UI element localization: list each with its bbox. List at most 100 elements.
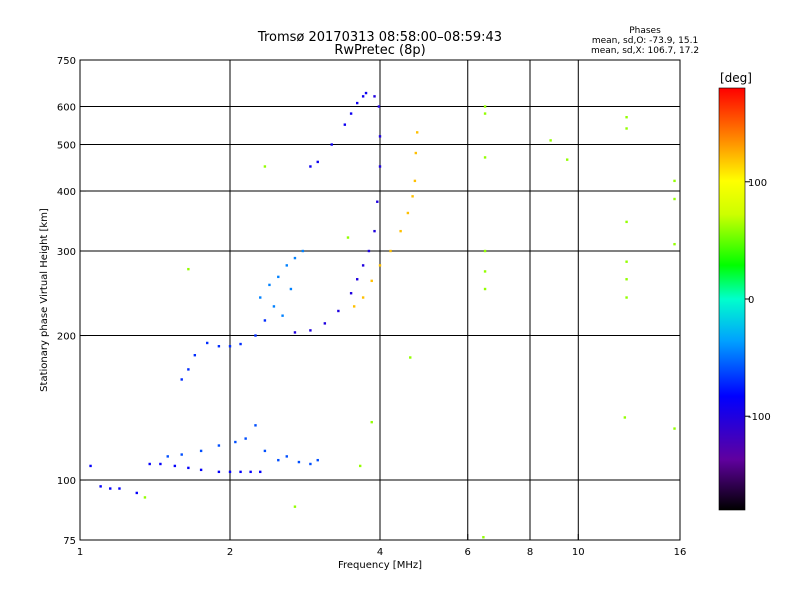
data-point (309, 329, 312, 332)
data-point (277, 458, 280, 462)
data-point (349, 112, 353, 115)
data-point (406, 211, 410, 215)
data-point (323, 322, 327, 325)
data-point (373, 229, 376, 233)
y-tick-label: 200 (57, 332, 76, 343)
data-point (411, 195, 414, 198)
data-point (205, 341, 209, 345)
data-point (625, 260, 628, 263)
data-point (173, 464, 177, 468)
data-point (399, 229, 402, 233)
data-point (483, 287, 487, 291)
data-point (180, 453, 183, 456)
x-tick-label: 4 (377, 547, 383, 558)
data-point (135, 491, 138, 495)
grid-lines (80, 60, 680, 540)
data-point (293, 256, 297, 260)
data-point (377, 105, 381, 108)
data-point (239, 342, 242, 346)
data-point (268, 283, 271, 287)
data-point (285, 264, 288, 267)
data-point (254, 334, 257, 337)
data-point (249, 470, 252, 474)
data-point (352, 305, 356, 308)
data-point (623, 416, 627, 419)
data-point (483, 249, 487, 253)
data-point (272, 305, 276, 308)
data-point (193, 353, 197, 357)
data-point (187, 466, 190, 470)
data-point (625, 127, 628, 130)
data-point (285, 455, 288, 458)
x-tick-label: 2 (227, 547, 233, 558)
data-point (301, 249, 305, 253)
data-point (389, 249, 392, 253)
data-point (483, 105, 487, 108)
data-point (483, 112, 487, 115)
data-point (148, 462, 151, 466)
y-tick-label: 400 (57, 187, 76, 198)
data-point (263, 449, 267, 453)
data-point (217, 470, 221, 474)
data-point (228, 345, 232, 348)
data-point (378, 135, 382, 138)
data-point (89, 464, 92, 468)
data-point (217, 345, 221, 348)
colorbar-label: [deg] (720, 71, 752, 85)
data-point (297, 460, 301, 464)
chart-subtitle: RwPretec (8p) (334, 43, 425, 58)
data-point (673, 179, 676, 183)
data-point (316, 458, 319, 462)
data-point (281, 314, 284, 317)
data-point (254, 424, 257, 427)
x-axis-label: Frequency [MHz] (338, 560, 422, 571)
data-point (309, 462, 312, 466)
y-tick-label: 100 (57, 476, 76, 487)
y-tick-label: 300 (57, 247, 76, 258)
data-points (89, 91, 676, 539)
data-point (355, 278, 359, 281)
data-point (625, 220, 628, 224)
data-point (549, 139, 552, 142)
data-point (289, 287, 293, 291)
data-point (337, 309, 340, 313)
x-tick-label: 6 (465, 547, 471, 558)
data-point (234, 440, 237, 444)
data-point (166, 455, 169, 458)
x-axis-ticks: 1 2 4 6 8 10 16 (77, 534, 686, 558)
data-point (409, 356, 412, 359)
data-point (244, 437, 247, 440)
data-point (259, 296, 262, 299)
data-point (358, 464, 362, 468)
y-axis-label: Stationary phase Virtual Height [km] (39, 208, 50, 392)
data-point (228, 470, 232, 474)
data-point (483, 270, 487, 273)
data-point (349, 292, 353, 295)
data-point (378, 165, 382, 168)
colorbar-tick-label: 100 (748, 178, 767, 189)
data-point (118, 487, 121, 490)
colorbar-tick-label: 0 (748, 295, 754, 306)
data-point (143, 496, 147, 499)
data-point (199, 468, 203, 472)
phase-heading: Phases (629, 26, 661, 36)
phase-mean-o: mean, sd,O: -73.9, 15.1 (592, 36, 698, 46)
data-point (99, 485, 102, 488)
colorbar-tick-label: -100 (748, 412, 771, 423)
data-point (217, 444, 221, 447)
data-point (293, 331, 297, 334)
data-point (625, 116, 628, 119)
data-point (413, 179, 417, 183)
data-point (625, 296, 628, 299)
data-point (259, 470, 262, 474)
data-point (482, 536, 485, 539)
y-tick-label: 500 (57, 141, 76, 152)
data-point (109, 487, 112, 490)
data-point (673, 197, 676, 201)
data-point (364, 91, 368, 95)
colorbar (719, 88, 745, 510)
data-point (370, 420, 373, 424)
y-tick-label: 600 (57, 103, 76, 114)
